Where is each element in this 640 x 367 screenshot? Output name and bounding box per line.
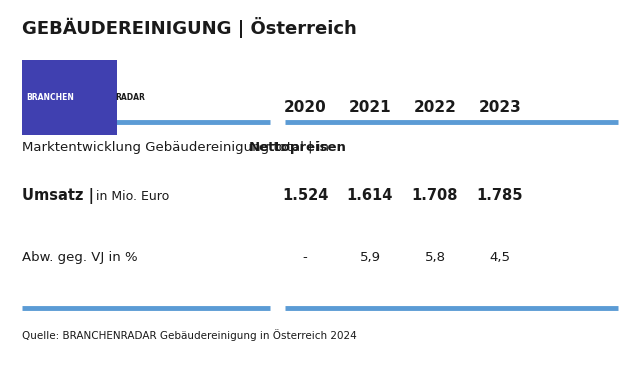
Text: -: - [303, 251, 307, 265]
Text: 2022: 2022 [413, 101, 456, 116]
Text: Umsatz |: Umsatz | [22, 188, 94, 204]
Text: 1.614: 1.614 [347, 189, 393, 203]
Text: 5,8: 5,8 [424, 251, 445, 265]
Text: 2021: 2021 [349, 101, 391, 116]
Text: RADAR: RADAR [115, 93, 145, 102]
FancyBboxPatch shape [22, 60, 117, 135]
Text: GEBÄUDEREINIGUNG | Österreich: GEBÄUDEREINIGUNG | Österreich [22, 18, 356, 39]
Text: 1.785: 1.785 [477, 189, 524, 203]
Text: 1.708: 1.708 [412, 189, 458, 203]
Text: Marktentwicklung Gebäudereinigung total | in: Marktentwicklung Gebäudereinigung total … [22, 142, 333, 155]
Text: in Mio. Euro: in Mio. Euro [96, 189, 169, 203]
Text: 5,9: 5,9 [360, 251, 381, 265]
Text: Nettopreisen: Nettopreisen [249, 142, 347, 155]
Text: Abw. geg. VJ in %: Abw. geg. VJ in % [22, 251, 138, 265]
Text: 1.524: 1.524 [282, 189, 328, 203]
Text: BRANCHEN: BRANCHEN [26, 93, 74, 102]
Text: Quelle: BRANCHENRADAR Gebäudereinigung in Österreich 2024: Quelle: BRANCHENRADAR Gebäudereinigung i… [22, 329, 356, 341]
Text: 2020: 2020 [284, 101, 326, 116]
Text: 4,5: 4,5 [490, 251, 511, 265]
Text: 2023: 2023 [479, 101, 522, 116]
